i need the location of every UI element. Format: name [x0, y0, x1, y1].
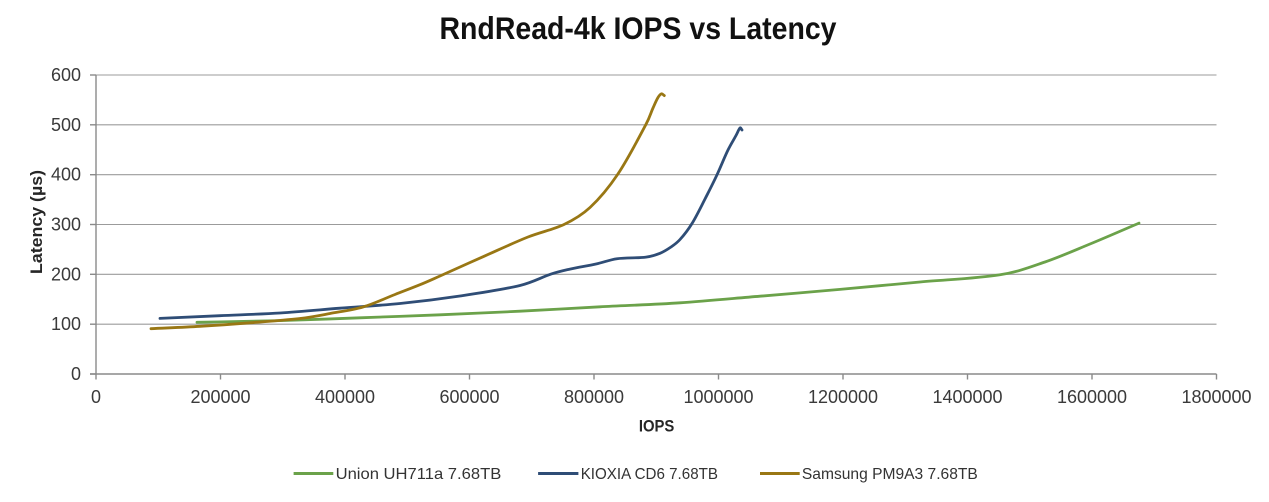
svg-text:IOPS: IOPS — [639, 417, 675, 436]
svg-text:1600000: 1600000 — [1057, 387, 1127, 407]
svg-text:400: 400 — [51, 165, 81, 185]
svg-text:100: 100 — [51, 314, 81, 334]
svg-text:500: 500 — [51, 115, 81, 135]
svg-text:1000000: 1000000 — [683, 387, 753, 407]
svg-text:300: 300 — [51, 215, 81, 235]
svg-text:1400000: 1400000 — [932, 387, 1002, 407]
svg-text:RndRead-4k IOPS vs Latency: RndRead-4k IOPS vs Latency — [440, 10, 837, 46]
svg-text:0: 0 — [71, 364, 81, 384]
svg-text:1200000: 1200000 — [808, 387, 878, 407]
svg-text:Samsung PM9A3 7.68TB: Samsung PM9A3 7.68TB — [802, 466, 978, 483]
svg-text:200000: 200000 — [190, 387, 250, 407]
svg-text:1800000: 1800000 — [1181, 387, 1251, 407]
svg-text:200: 200 — [51, 264, 81, 284]
svg-text:600000: 600000 — [439, 387, 499, 407]
svg-text:800000: 800000 — [564, 387, 624, 407]
svg-text:0: 0 — [91, 387, 101, 407]
svg-text:600: 600 — [51, 65, 81, 85]
svg-text:Union UH711a 7.68TB: Union UH711a 7.68TB — [336, 466, 502, 483]
svg-text:400000: 400000 — [315, 387, 375, 407]
svg-text:KIOXIA CD6 7.68TB: KIOXIA CD6 7.68TB — [581, 466, 718, 483]
svg-text:Latency (µs): Latency (µs) — [28, 170, 46, 274]
